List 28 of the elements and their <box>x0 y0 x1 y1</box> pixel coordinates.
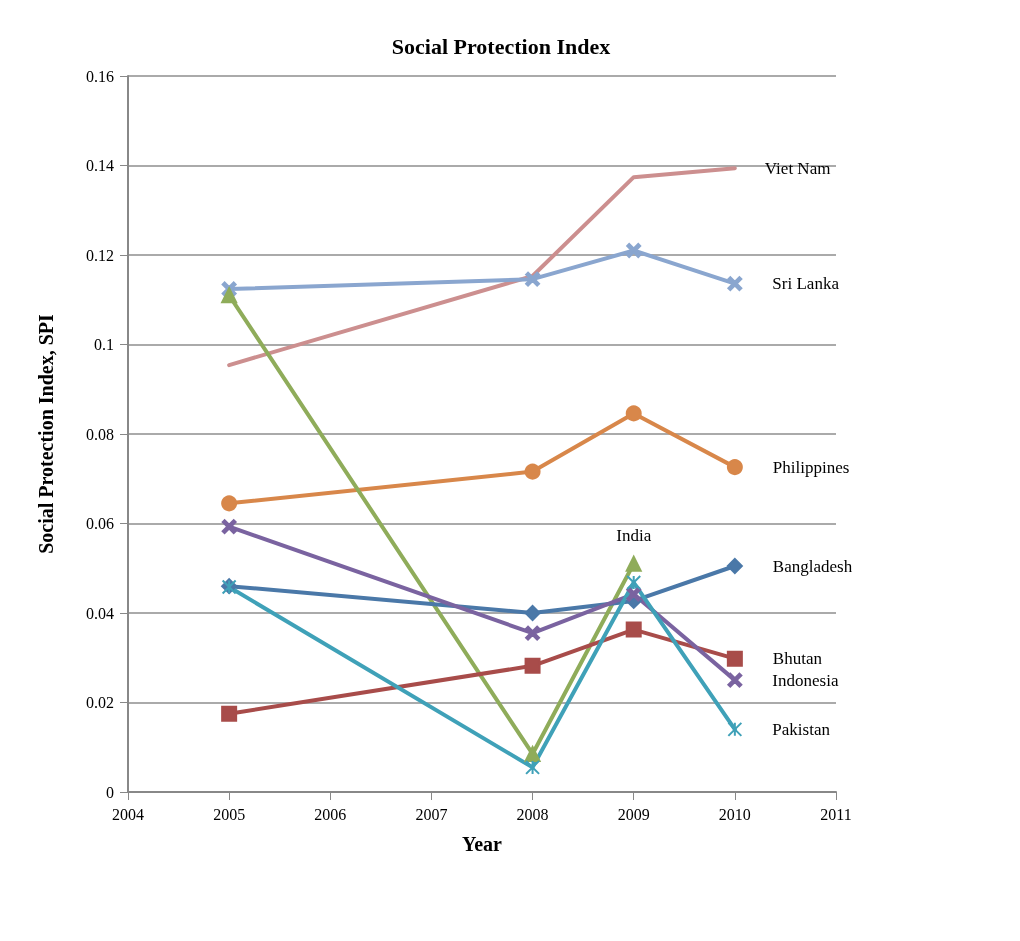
x-tick-label: 2004 <box>112 805 144 823</box>
y-tick-label: 0 <box>106 783 114 801</box>
x-tick-label: 2011 <box>820 805 852 823</box>
x-tick-label: 2005 <box>213 805 246 823</box>
x-tick-label: 2006 <box>314 805 347 823</box>
y-tick-label: 0.12 <box>86 246 114 264</box>
series-label: Philippines <box>772 457 850 477</box>
y-tick-label: 0.1 <box>94 336 114 353</box>
chart-title: Social Protection Index <box>391 33 611 59</box>
x-tick-label: 2008 <box>516 805 549 823</box>
x-tick-label: 2010 <box>718 805 751 823</box>
series-label: Viet Nam <box>764 158 831 178</box>
x-tick-label: 2007 <box>415 805 448 823</box>
series-label: Sri Lanka <box>772 274 840 294</box>
y-tick-label: 0.04 <box>86 604 114 622</box>
y-tick-label: 0.14 <box>86 157 114 174</box>
y-tick-label: 0.08 <box>86 425 114 443</box>
series-label: Bhutan <box>772 649 823 669</box>
series-label: India <box>616 525 652 545</box>
series-label: Bangladesh <box>772 556 853 576</box>
y-axis-title: Social Protection Index, SPI <box>35 313 57 554</box>
y-tick-label: 0.16 <box>86 67 114 85</box>
x-tick-label: 2009 <box>617 805 650 823</box>
y-tick-label: 0.06 <box>86 515 114 532</box>
x-axis-title: Year <box>462 833 503 855</box>
series-label: Indonesia <box>772 670 839 690</box>
y-tick-label: 0.02 <box>86 694 114 711</box>
series-label: Pakistan <box>772 719 831 739</box>
